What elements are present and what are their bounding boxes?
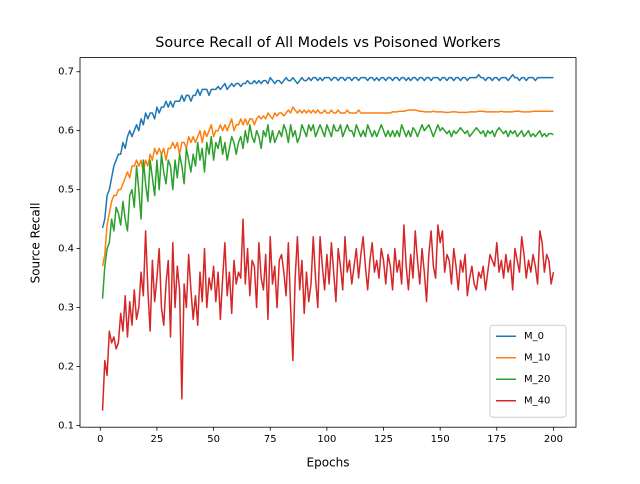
y-tick-label: 0.5	[58, 185, 74, 196]
y-tick-label: 0.7	[58, 67, 74, 78]
x-tick-label: 75	[264, 434, 277, 445]
chart-title: Source Recall of All Models vs Poisoned …	[155, 35, 500, 51]
y-tick-label: 0.6	[58, 126, 74, 137]
plot-frame	[79, 57, 577, 428]
y-tick-label: 0.4	[58, 244, 74, 255]
legend-label: M_10	[524, 353, 550, 364]
series-line	[101, 73, 554, 229]
series-line	[101, 218, 555, 411]
legend-label: M_0	[524, 331, 544, 342]
legend-label: M_20	[524, 374, 550, 385]
x-axis-label: Epochs	[307, 456, 350, 470]
x-tick-label: 100	[317, 434, 336, 445]
y-axis-label: Source Recall	[29, 203, 43, 284]
legend-label: M_40	[524, 396, 550, 407]
y-tick-label: 0.3	[58, 303, 74, 314]
y-tick-label: 0.1	[58, 420, 74, 431]
series-line	[101, 124, 554, 299]
x-tick-label: 150	[431, 434, 450, 445]
series-line	[101, 106, 554, 267]
x-tick-label: 0	[97, 434, 103, 445]
y-tick-label: 0.2	[58, 361, 74, 372]
x-tick-label: 175	[487, 434, 506, 445]
x-tick-label: 200	[544, 434, 563, 445]
legend-box	[489, 324, 567, 418]
x-tick-label: 50	[207, 434, 220, 445]
x-tick-label: 25	[151, 434, 164, 445]
x-tick-label: 125	[374, 434, 393, 445]
